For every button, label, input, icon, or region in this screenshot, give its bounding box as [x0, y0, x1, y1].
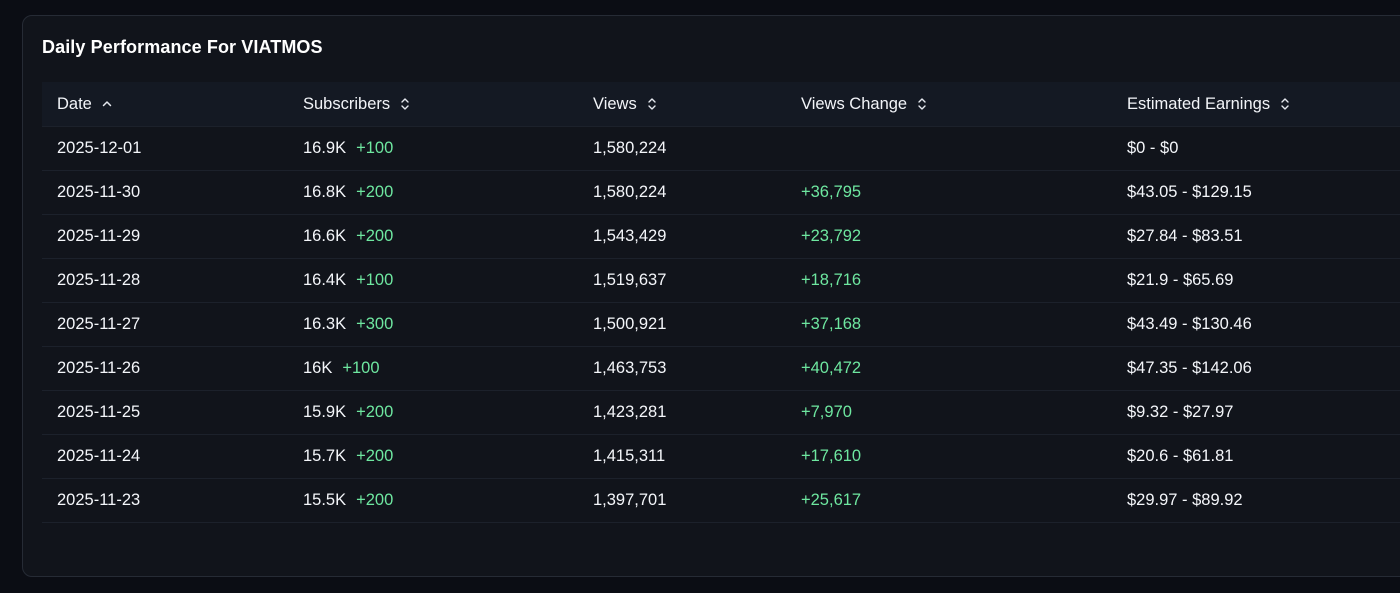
- subscribers-count: 16.6K: [303, 227, 347, 245]
- subscribers-change: +300: [356, 315, 394, 333]
- date-cell: 2025-11-26: [57, 359, 141, 377]
- table-header: Date Subscribers Views Views Change: [42, 82, 1400, 127]
- chevron-up-down-icon[interactable]: [399, 97, 411, 111]
- earnings-cell: $43.05 - $129.15: [1127, 183, 1252, 201]
- card-title: Daily Performance For VIATMOS: [42, 37, 323, 57]
- views-cell: 1,423,281: [593, 403, 667, 421]
- column-header-views[interactable]: Views: [593, 82, 658, 126]
- views-cell: 1,543,429: [593, 227, 667, 245]
- subscribers-count: 16.4K: [303, 271, 347, 289]
- views-change-cell: +23,792: [801, 227, 862, 245]
- date-cell: 2025-11-30: [57, 183, 141, 201]
- earnings-cell: $43.49 - $130.46: [1127, 315, 1252, 333]
- views-cell: 1,463,753: [593, 359, 667, 377]
- subscribers-count: 16.8K: [303, 183, 347, 201]
- views-cell: 1,500,921: [593, 315, 667, 333]
- views-cell: 1,519,637: [593, 271, 667, 289]
- table-row: 2025-12-01 16.9K +100 1,580,224 $0 - $0: [42, 127, 1400, 171]
- subscribers-count: 16K: [303, 359, 333, 377]
- column-header-estimated-earnings[interactable]: Estimated Earnings: [1127, 82, 1291, 126]
- chevron-up-icon[interactable]: [101, 98, 113, 110]
- views-cell: 1,397,701: [593, 491, 667, 509]
- views-change-cell: +18,716: [801, 271, 862, 289]
- earnings-cell: $9.32 - $27.97: [1127, 403, 1234, 421]
- subscribers-change: +200: [356, 491, 394, 509]
- subscribers-cell: 15.5K +200: [303, 479, 393, 522]
- table-row: 2025-11-30 16.8K +200 1,580,224 +36,795 …: [42, 171, 1400, 215]
- views-change-cell: +40,472: [801, 359, 862, 377]
- subscribers-cell: 16K +100: [303, 347, 380, 390]
- column-header-date[interactable]: Date: [57, 82, 113, 126]
- earnings-cell: $27.84 - $83.51: [1127, 227, 1243, 245]
- date-cell: 2025-11-27: [57, 315, 141, 333]
- subscribers-cell: 15.7K +200: [303, 435, 393, 478]
- subscribers-cell: 16.4K +100: [303, 259, 393, 302]
- subscribers-count: 15.7K: [303, 447, 347, 465]
- column-header-label: Estimated Earnings: [1127, 94, 1271, 113]
- views-change-cell: +37,168: [801, 315, 862, 333]
- subscribers-count: 16.3K: [303, 315, 347, 333]
- subscribers-change: +200: [356, 183, 394, 201]
- earnings-cell: $0 - $0: [1127, 139, 1179, 157]
- date-cell: 2025-12-01: [57, 139, 142, 157]
- column-header-views-change[interactable]: Views Change: [801, 82, 928, 126]
- earnings-cell: $29.97 - $89.92: [1127, 491, 1243, 509]
- subscribers-count: 16.9K: [303, 139, 347, 157]
- subscribers-cell: 16.9K +100: [303, 127, 393, 170]
- subscribers-change: +200: [356, 447, 394, 465]
- chevron-up-down-icon[interactable]: [646, 97, 658, 111]
- table-row: 2025-11-23 15.5K +200 1,397,701 +25,617 …: [42, 479, 1400, 523]
- subscribers-change: +200: [356, 227, 394, 245]
- table-row: 2025-11-26 16K +100 1,463,753 +40,472 $4…: [42, 347, 1400, 391]
- earnings-cell: $21.9 - $65.69: [1127, 271, 1234, 289]
- table-row: 2025-11-25 15.9K +200 1,423,281 +7,970 $…: [42, 391, 1400, 435]
- views-change-cell: +7,970: [801, 403, 852, 421]
- subscribers-change: +100: [342, 359, 380, 377]
- subscribers-change: +100: [356, 139, 394, 157]
- column-header-label: Subscribers: [303, 94, 391, 113]
- subscribers-change: +200: [356, 403, 394, 421]
- views-cell: 1,580,224: [593, 139, 667, 157]
- column-header-subscribers[interactable]: Subscribers: [303, 82, 411, 126]
- table-row: 2025-11-24 15.7K +200 1,415,311 +17,610 …: [42, 435, 1400, 479]
- date-cell: 2025-11-29: [57, 227, 141, 245]
- subscribers-change: +100: [356, 271, 394, 289]
- views-cell: 1,415,311: [593, 447, 666, 465]
- subscribers-cell: 15.9K +200: [303, 391, 393, 434]
- earnings-cell: $20.6 - $61.81: [1127, 447, 1234, 465]
- subscribers-count: 15.9K: [303, 403, 347, 421]
- subscribers-cell: 16.8K +200: [303, 171, 393, 214]
- date-cell: 2025-11-28: [57, 271, 141, 289]
- views-change-cell: +25,617: [801, 491, 862, 509]
- table-row: 2025-11-28 16.4K +100 1,519,637 +18,716 …: [42, 259, 1400, 303]
- earnings-cell: $47.35 - $142.06: [1127, 359, 1252, 377]
- subscribers-count: 15.5K: [303, 491, 347, 509]
- chevron-up-down-icon[interactable]: [1279, 97, 1291, 111]
- column-header-label: Date: [57, 94, 92, 113]
- views-change-cell: +17,610: [801, 447, 862, 465]
- date-cell: 2025-11-24: [57, 447, 141, 465]
- table-row: 2025-11-29 16.6K +200 1,543,429 +23,792 …: [42, 215, 1400, 259]
- views-cell: 1,580,224: [593, 183, 667, 201]
- date-cell: 2025-11-25: [57, 403, 141, 421]
- chevron-up-down-icon[interactable]: [916, 97, 928, 111]
- subscribers-cell: 16.3K +300: [303, 303, 393, 346]
- date-cell: 2025-11-23: [57, 491, 141, 509]
- table-row: 2025-11-27 16.3K +300 1,500,921 +37,168 …: [42, 303, 1400, 347]
- daily-performance-card: Daily Performance For VIATMOS Date Subsc…: [22, 15, 1400, 577]
- column-header-label: Views Change: [801, 94, 908, 113]
- performance-table: Date Subscribers Views Views Change: [42, 82, 1400, 523]
- views-change-cell: +36,795: [801, 183, 862, 201]
- column-header-label: Views: [593, 94, 637, 113]
- subscribers-cell: 16.6K +200: [303, 215, 393, 258]
